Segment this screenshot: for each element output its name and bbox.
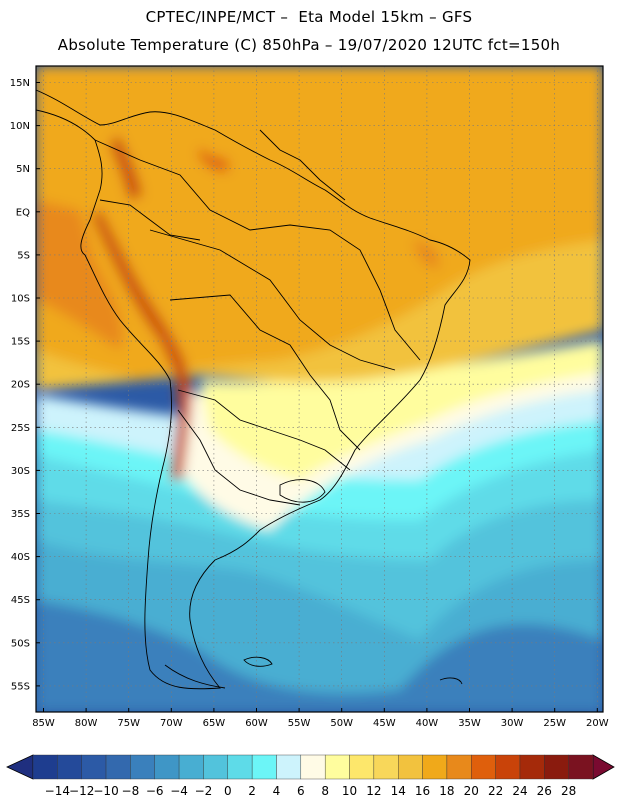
- colorbar-swatch: [105, 754, 131, 780]
- lat-label: 10S: [11, 294, 30, 305]
- colorbar-label: −8: [122, 784, 140, 798]
- lon-label: 55W: [288, 718, 311, 729]
- lon-label: 85W: [32, 718, 55, 729]
- colorbar-label: 26: [537, 784, 552, 798]
- lat-label: 15N: [10, 78, 30, 89]
- colorbar-under-triangle: [6, 754, 34, 780]
- colorbar-swatch: [324, 754, 350, 780]
- lon-label: 60W: [245, 718, 268, 729]
- colorbar: −14 −12 −10 −8 −6 −4 −2 0 2 4 6 8 10 12 14 16 18 20 22 24 26…: [6, 754, 615, 798]
- temperature-field: [36, 66, 603, 712]
- colorbar-swatch: [32, 754, 58, 780]
- colorbar-label: 20: [464, 784, 479, 798]
- colorbar-swatch: [422, 754, 448, 780]
- colorbar-swatch: [471, 754, 496, 780]
- lon-label: 65W: [203, 718, 226, 729]
- colorbar-label: 4: [273, 784, 281, 798]
- lat-label: 10N: [10, 121, 30, 132]
- colorbar-swatch: [568, 754, 594, 780]
- colorbar-label: −12: [69, 784, 94, 798]
- colorbar-swatch: [495, 754, 521, 780]
- lat-label: 25S: [11, 423, 30, 434]
- lat-lon-grid: [36, 66, 603, 712]
- colorbar-swatch: [227, 754, 253, 780]
- lon-label: 25W: [543, 718, 566, 729]
- longitude-labels: 85W 80W 75W 70W 65W 60W 55W 50W 45W 40W 35W 30W 25W 2…: [32, 708, 609, 729]
- lat-label: 30S: [11, 466, 30, 477]
- colorbar-label: 24: [512, 784, 527, 798]
- lon-label: 75W: [117, 718, 140, 729]
- colorbar-swatch: [300, 754, 326, 780]
- colorbar-label: −4: [170, 784, 188, 798]
- colorbar-swatch: [154, 754, 180, 780]
- colorbar-swatch: [57, 754, 82, 780]
- lon-label: 40W: [416, 718, 439, 729]
- lat-label: 45S: [11, 595, 30, 606]
- colorbar-label: −2: [195, 784, 213, 798]
- colorbar-label: −14: [45, 784, 70, 798]
- colorbar-swatch: [446, 754, 472, 780]
- lat-label: 5N: [16, 164, 30, 175]
- lon-label: 30W: [501, 718, 524, 729]
- lat-label: 35S: [11, 509, 30, 520]
- colorbar-swatch: [519, 754, 545, 780]
- colorbar-label: 10: [342, 784, 357, 798]
- colorbar-label: 8: [321, 784, 329, 798]
- colorbar-swatch: [398, 754, 423, 780]
- colorbar-label: 14: [391, 784, 406, 798]
- colorbar-swatch: [276, 754, 302, 780]
- lat-label: 15S: [11, 337, 30, 348]
- colorbar-swatch: [349, 754, 375, 780]
- map-title-line1: CPTEC/INPE/MCT – Eta Model 15km – GFS: [145, 8, 473, 26]
- colorbar-swatch: [178, 754, 204, 780]
- latitude-labels: 15N 10N 5N EQ 5S 10S 15S 20S 25S 30S 35S 40S 45S 50S 5…: [10, 78, 40, 692]
- colorbar-over-triangle: [592, 754, 615, 780]
- colorbar-label: 12: [366, 784, 381, 798]
- lat-label: 20S: [11, 380, 30, 391]
- lon-label: 20W: [586, 718, 609, 729]
- colorbar-label: −10: [93, 784, 118, 798]
- colorbar-swatch: [203, 754, 228, 780]
- colorbar-swatch: [373, 754, 399, 780]
- lat-label: 50S: [11, 638, 30, 649]
- colorbar-label: 16: [415, 784, 430, 798]
- colorbar-label: 0: [224, 784, 232, 798]
- colorbar-label: 22: [488, 784, 503, 798]
- colorbar-swatch: [81, 754, 107, 780]
- lat-label: 5S: [17, 250, 30, 261]
- lon-label: 35W: [458, 718, 481, 729]
- colorbar-swatch: [251, 754, 277, 780]
- colorbar-label: 18: [439, 784, 454, 798]
- lat-label: 40S: [11, 552, 30, 563]
- lat-label: EQ: [16, 207, 30, 218]
- colorbar-label: 28: [561, 784, 576, 798]
- lon-label: 45W: [373, 718, 396, 729]
- map-frame: [35, 65, 604, 713]
- colorbar-swatch: [544, 754, 569, 780]
- colorbar-label: 6: [297, 784, 305, 798]
- lon-label: 80W: [75, 718, 98, 729]
- lon-label: 50W: [330, 718, 353, 729]
- colorbar-label: 2: [248, 784, 256, 798]
- colorbar-label: −6: [146, 784, 164, 798]
- map-title-line2: Absolute Temperature (C) 850hPa – 19/07/…: [57, 36, 561, 54]
- lat-label: 55S: [11, 681, 30, 692]
- colorbar-swatch: [130, 754, 155, 780]
- coastline-borders: [36, 89, 471, 690]
- lon-label: 70W: [160, 718, 183, 729]
